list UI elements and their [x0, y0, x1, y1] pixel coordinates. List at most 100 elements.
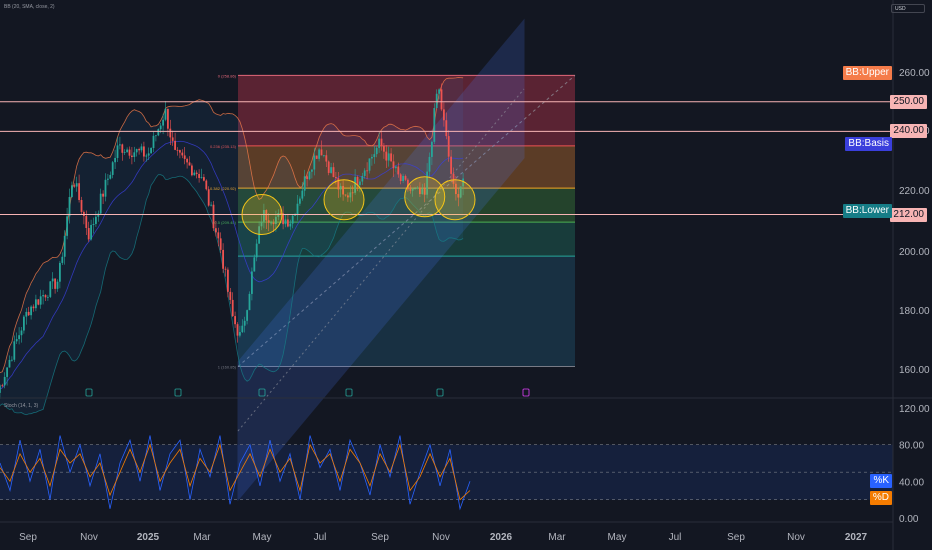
time-tick-label: Sep — [371, 532, 389, 543]
candle-body — [195, 172, 198, 174]
candle-body — [248, 293, 251, 311]
candle-body — [366, 170, 368, 172]
candle-body — [411, 188, 414, 191]
horizontal-lines[interactable] — [0, 101, 893, 216]
event-markers[interactable] — [85, 388, 530, 397]
event-marker — [85, 388, 93, 397]
event-marker — [522, 388, 530, 397]
candle-body — [49, 281, 52, 297]
candle-body — [452, 173, 455, 184]
candle-body — [282, 213, 284, 225]
candle-body — [1, 385, 4, 387]
channel-midline — [237, 88, 525, 432]
price-line-tag[interactable]: 240.00 — [890, 124, 927, 139]
candle-body — [433, 108, 436, 142]
candle-body — [87, 228, 90, 240]
candle-body — [462, 178, 464, 187]
candle-body — [219, 238, 222, 250]
candle-body — [315, 155, 318, 159]
candle-body — [289, 223, 292, 227]
candle-body — [246, 310, 248, 321]
candle-body — [258, 226, 260, 244]
fib-zone — [238, 145, 575, 189]
candle-body — [344, 194, 347, 196]
candle-body — [373, 154, 376, 158]
candle-body — [171, 137, 174, 141]
candle-body — [311, 169, 313, 172]
event-marker — [345, 388, 353, 397]
candle-body — [354, 177, 356, 193]
fib-zone — [238, 222, 575, 257]
time-tick-label: Jul — [314, 532, 327, 543]
stoch-d-tag[interactable]: %D — [869, 491, 892, 505]
candle-body — [6, 367, 8, 377]
candle-body — [138, 149, 140, 151]
stoch-k-tag[interactable]: %K — [870, 474, 892, 488]
candle-body — [291, 215, 294, 224]
candle-body — [42, 295, 44, 297]
candle-body — [270, 222, 272, 224]
candle-body — [380, 138, 383, 146]
candle-body — [243, 320, 246, 326]
price-line-tag[interactable]: 212.00 — [890, 207, 927, 222]
candle-body — [318, 149, 320, 159]
stoch-tick-label: 120.00 — [899, 404, 930, 415]
price-tick-label: 260.00 — [899, 68, 930, 79]
candle-body — [363, 170, 366, 176]
candle-body — [66, 216, 68, 236]
candle-body — [416, 187, 419, 189]
candle-body — [255, 243, 258, 258]
currency-selector[interactable]: USD — [891, 4, 925, 13]
candle-body — [203, 177, 205, 181]
candle-body — [229, 291, 232, 300]
candle-body — [183, 155, 186, 159]
candle-body — [438, 89, 440, 94]
candle-body — [272, 222, 275, 225]
candle-body — [107, 178, 109, 180]
price-tick-label: 160.00 — [899, 365, 930, 376]
fibonacci-retracement[interactable]: 0 (258.86) 0.236 (235.13) 0.382 (220.92) 0.… — [210, 73, 576, 369]
candle-body — [44, 295, 47, 298]
candle-body — [337, 178, 340, 190]
price-tick-label: 200.00 — [899, 247, 930, 258]
candle-body — [80, 200, 83, 212]
candle-body — [287, 219, 289, 227]
time-tick-label: Sep — [19, 532, 37, 543]
bb-tag[interactable]: BB:Basis — [845, 137, 892, 151]
candle-body — [27, 311, 30, 316]
candle-body — [342, 185, 344, 195]
candle-body — [18, 335, 20, 340]
bb-tag[interactable]: BB:Upper — [842, 66, 892, 80]
fib-level-label: 0.5 (209.45) — [214, 220, 236, 225]
candle-body — [445, 120, 448, 137]
candle-body — [32, 306, 35, 309]
highlight-circles[interactable] — [241, 176, 476, 236]
candle-body — [20, 330, 23, 336]
candle-body — [11, 359, 13, 361]
candle-body — [325, 155, 328, 162]
candle-body — [457, 194, 460, 198]
bb-tag[interactable]: BB:Lower — [842, 204, 892, 218]
candle-body — [299, 198, 301, 204]
candle-body — [428, 156, 431, 172]
candle-body — [392, 161, 395, 169]
candle-body — [239, 332, 241, 336]
candle-body — [279, 212, 282, 214]
candle-body — [426, 171, 428, 195]
price-tick-label: 220.00 — [899, 186, 930, 197]
bb-indicator-label[interactable]: BB (20, SMA, close, 2) — [4, 4, 55, 10]
candle-body — [347, 195, 349, 198]
candle-body — [404, 176, 407, 180]
time-tick-label: Nov — [80, 532, 98, 543]
candle-body — [227, 269, 229, 292]
candle-body — [73, 185, 76, 187]
parallel-channel[interactable] — [237, 18, 525, 502]
price-line-tag[interactable]: 250.00 — [890, 94, 927, 109]
time-tick-label: Nov — [432, 532, 450, 543]
candle-body — [306, 176, 308, 180]
candle-body — [35, 299, 37, 309]
stoch-indicator-label[interactable]: Stoch (14, 1, 3) — [4, 403, 39, 409]
time-tick-label: Nov — [787, 532, 805, 543]
candle-body — [30, 306, 32, 316]
